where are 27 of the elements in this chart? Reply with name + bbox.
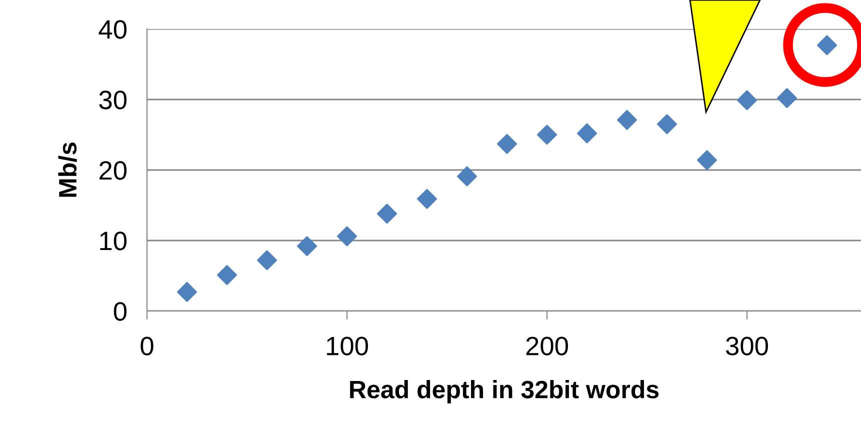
point: [616, 110, 638, 130]
point: [736, 90, 758, 110]
point: [776, 88, 798, 108]
point: [216, 265, 238, 286]
point: [456, 166, 478, 186]
point: [536, 124, 558, 145]
point: [656, 114, 678, 134]
point: [256, 250, 278, 270]
y-tick-label: 30: [99, 90, 127, 110]
point: [576, 123, 598, 144]
x-tick-label: 0: [140, 336, 154, 356]
y-tick-label: 40: [98, 20, 127, 39]
point: [496, 134, 518, 154]
y-tick-label: 0: [114, 302, 127, 321]
y-axis-title: Mb/s: [58, 142, 77, 197]
point: [696, 150, 718, 170]
point: [376, 204, 398, 224]
point: [296, 236, 318, 256]
x-tick-label: 100: [327, 336, 368, 356]
point: [416, 188, 438, 209]
x-tick-label: 200: [526, 336, 568, 356]
point: [176, 282, 198, 302]
point: [336, 226, 358, 246]
x-axis-title: Read depth in 32bit words: [350, 380, 659, 404]
y-tick-label: 10: [100, 232, 127, 250]
y-tick-label: 20: [100, 161, 127, 180]
x-tick-label: 300: [726, 336, 768, 356]
